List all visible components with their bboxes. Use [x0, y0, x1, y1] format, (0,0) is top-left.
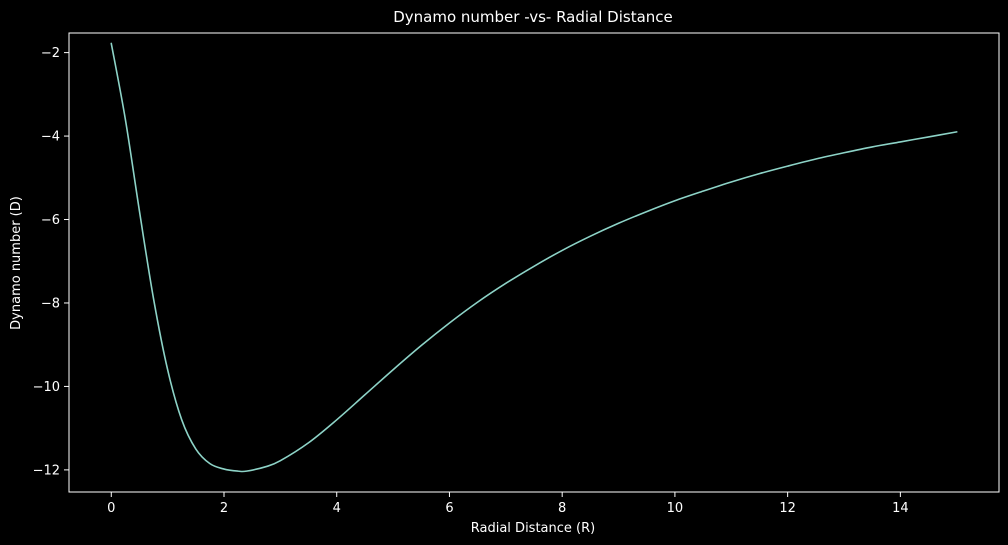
plot-area: 0 2 4 6 8 10 12 14 −2 −4 −6 −8 −10 −12 — [33, 32, 1000, 516]
x-tick-label: 2 — [220, 501, 228, 516]
y-tick-label: −10 — [33, 380, 60, 395]
x-tick-label: 14 — [892, 501, 909, 516]
x-axis-label: Radial Distance (R) — [471, 521, 595, 536]
y-tick-label: −4 — [41, 130, 60, 145]
axes-frame — [68, 32, 1000, 493]
x-tick-label: 4 — [333, 501, 341, 516]
x-tick-label: 0 — [107, 501, 115, 516]
y-axis-label: Dynamo number (D) — [9, 196, 24, 330]
y-tick-label: −6 — [41, 213, 60, 228]
chart-title: Dynamo number -vs- Radial Distance — [393, 8, 673, 26]
x-tick-label: 6 — [445, 501, 453, 516]
y-tick-label: −2 — [41, 46, 60, 61]
y-tick-label: −8 — [41, 296, 60, 311]
x-tick-label: 10 — [667, 501, 684, 516]
y-tick-label: −12 — [33, 463, 60, 478]
x-tick-label: 8 — [558, 501, 566, 516]
x-tick-label: 12 — [779, 501, 796, 516]
series-line — [110, 42, 958, 473]
